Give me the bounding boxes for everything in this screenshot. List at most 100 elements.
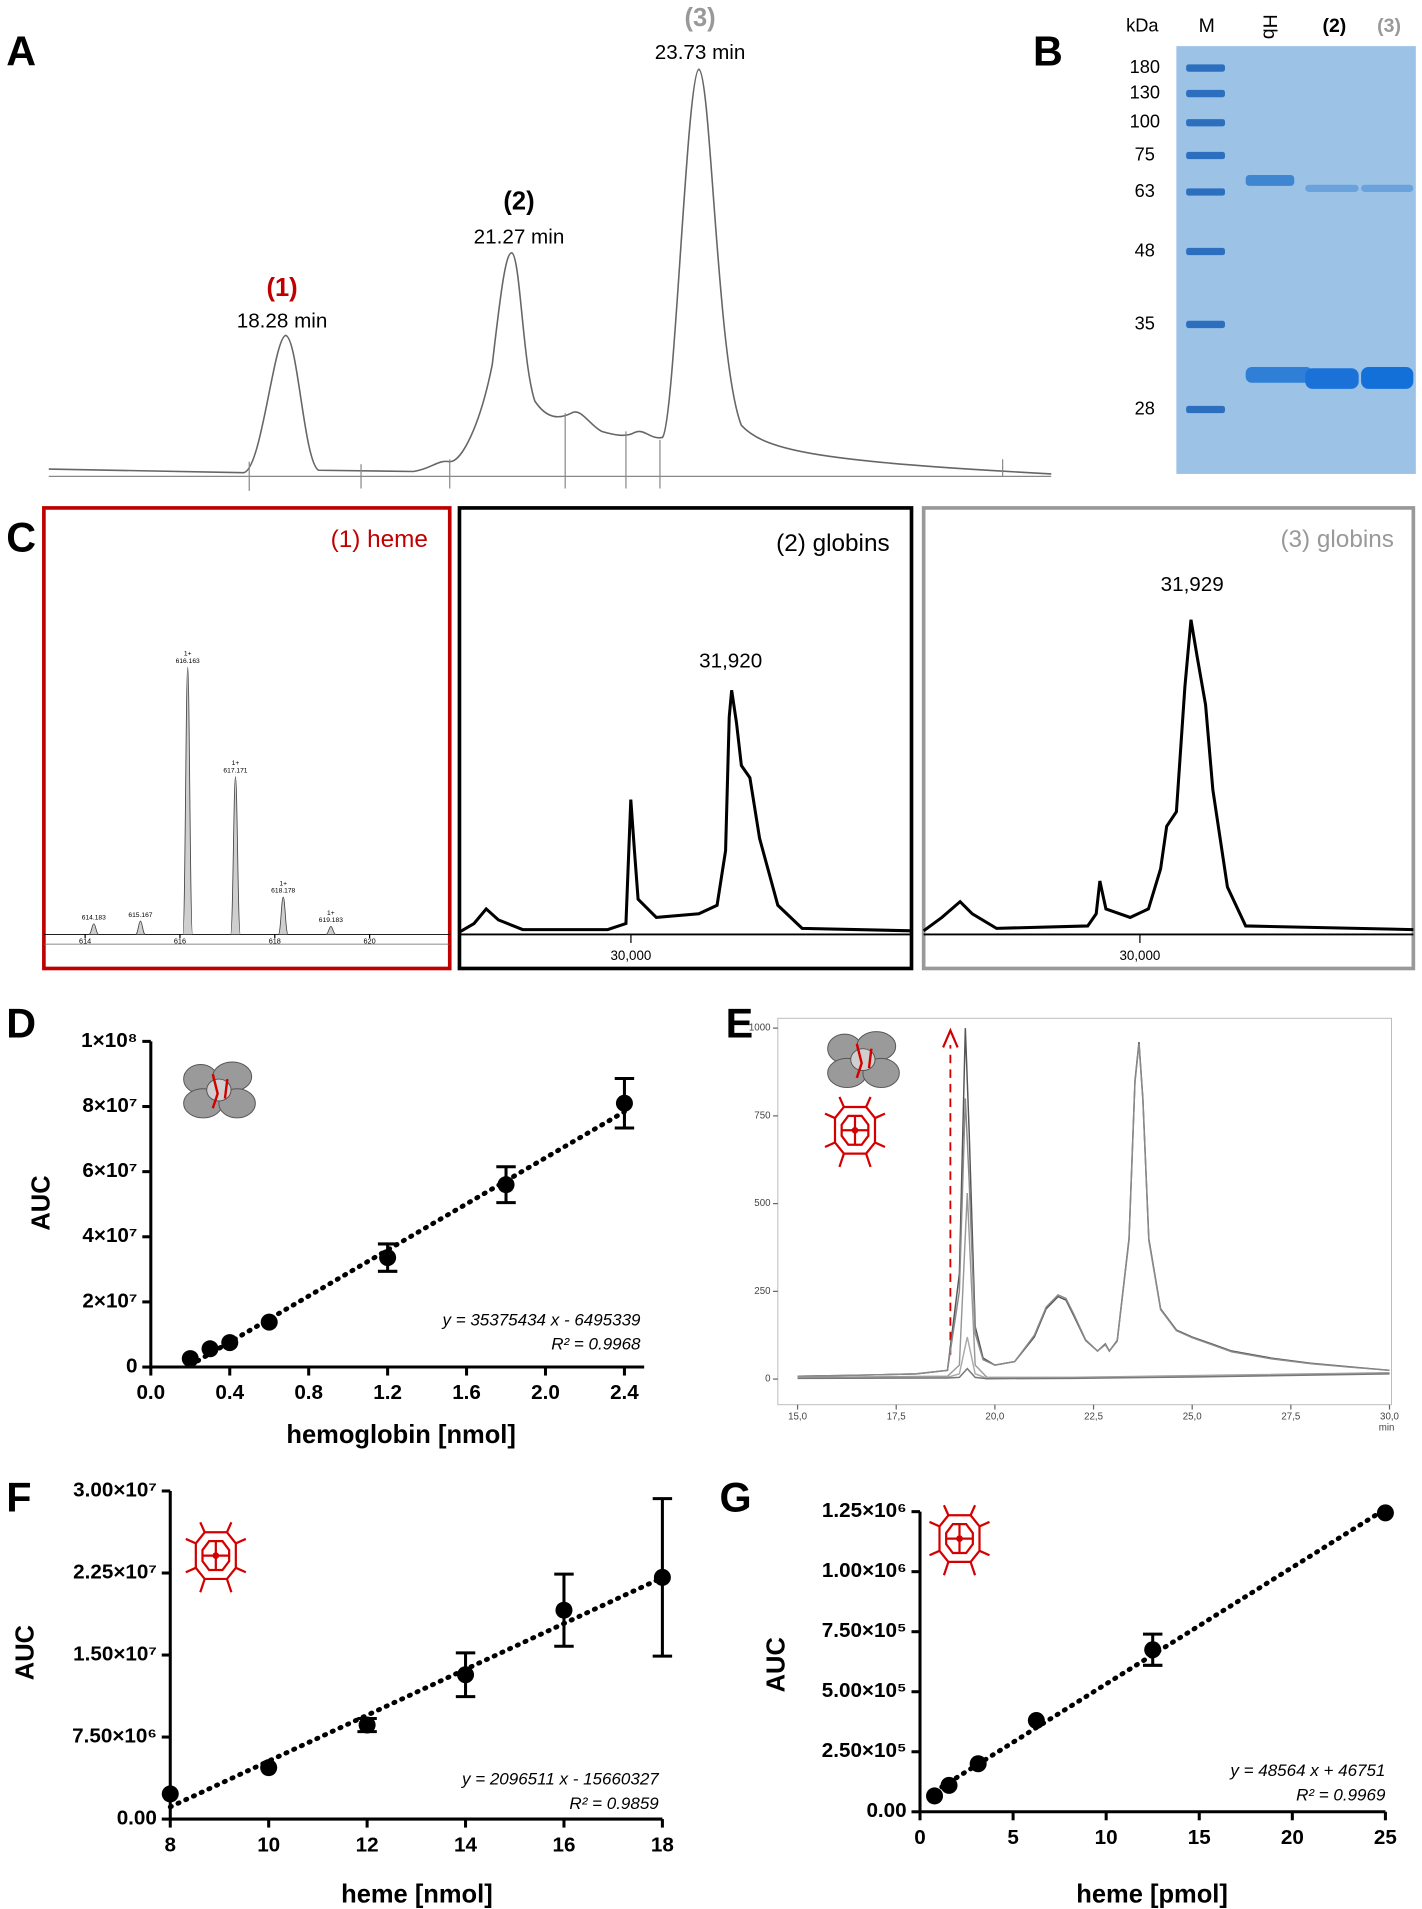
x-tick-label: 0: [914, 1826, 925, 1849]
point: [221, 1334, 239, 1352]
y-tick-label: 6×10⁷: [82, 1159, 137, 1182]
panel-title: (3) globins: [1280, 526, 1393, 553]
x-tick-label: 17,5: [887, 1411, 906, 1422]
x-tick-label: 5: [1007, 1826, 1018, 1849]
point: [653, 1568, 671, 1586]
point: [615, 1094, 633, 1112]
peak-label: 618.178: [271, 888, 295, 895]
x-tick-label: 27,5: [1281, 1411, 1300, 1422]
peak-label: 619.183: [319, 917, 343, 924]
y-tick-label: 2.50×10⁵: [822, 1739, 907, 1762]
x-tick-label: 30,0: [1380, 1411, 1400, 1422]
panel-title: (2) globins: [776, 530, 889, 557]
point: [161, 1785, 179, 1803]
y-tick-label: 250: [754, 1286, 771, 1297]
point: [260, 1313, 278, 1331]
trace: [797, 1367, 1390, 1380]
panel-title: (1) heme: [331, 526, 428, 553]
x-tick-label: 1.6: [452, 1381, 481, 1404]
x-tick-label: 1.2: [373, 1381, 402, 1404]
x-tick-label: 25,0: [1183, 1411, 1203, 1422]
marker-band: [1186, 247, 1226, 256]
trace: [797, 1193, 1390, 1379]
fit-equation: y = 2096511 x - 15660327: [461, 1770, 659, 1789]
heme-icon: [823, 1095, 887, 1169]
y-tick-label: 750: [754, 1110, 771, 1121]
peak: [88, 923, 99, 935]
panel-letter: C: [6, 515, 36, 561]
x-axis-title: min: [1379, 1422, 1395, 1433]
x-tick-label: 614: [79, 937, 91, 946]
peak-label: 617.171: [223, 767, 247, 774]
y-tick-label: 0: [765, 1374, 771, 1385]
y-tick-label: 1.00×10⁶: [822, 1559, 907, 1582]
gel: [1176, 46, 1416, 474]
protein-icon: [826, 1030, 901, 1089]
lane-label: Hb: [1259, 14, 1281, 39]
x-tick-label: 15,0: [788, 1411, 808, 1422]
heme-icon: [928, 1504, 991, 1577]
peak-time: 21.27 min: [474, 226, 565, 249]
x-tick-label: 10: [257, 1833, 280, 1856]
unit-label: kDa: [1126, 16, 1159, 36]
x-tick-label: 0.8: [294, 1381, 323, 1404]
x-tick-label: 20,0: [985, 1411, 1005, 1422]
x-tick-label: 0.0: [136, 1381, 165, 1404]
point: [497, 1176, 515, 1194]
point: [201, 1340, 219, 1358]
x-axis-title: heme [nmol]: [341, 1880, 493, 1908]
marker-label: 28: [1135, 398, 1155, 418]
peak-time: 23.73 min: [655, 41, 746, 64]
peak: [277, 896, 289, 935]
x-tick-label: 616: [174, 937, 186, 946]
point: [358, 1716, 376, 1734]
y-tick-label: 2×10⁷: [82, 1289, 137, 1312]
y-tick-label: 0.00: [866, 1799, 906, 1822]
marker-band: [1186, 188, 1226, 196]
marker-band: [1186, 405, 1226, 414]
marker-label: 130: [1130, 82, 1160, 102]
point: [969, 1755, 987, 1773]
y-tick-label: 7.50×10⁵: [822, 1619, 907, 1642]
x-axis-title: heme [pmol]: [1076, 1880, 1228, 1908]
marker-label: 35: [1135, 313, 1155, 333]
marker-label: 100: [1130, 112, 1160, 132]
x-tick-label: 22,5: [1084, 1411, 1103, 1422]
plot-frame: [777, 1017, 1392, 1406]
fit-r2: R² = 0.9859: [569, 1794, 659, 1813]
fit-equation: y = 48564 x + 46751: [1229, 1761, 1385, 1780]
marker-label: 63: [1135, 181, 1155, 201]
trace: [797, 1336, 1390, 1380]
x-tick-label: 0.4: [215, 1381, 244, 1404]
peak: [135, 920, 146, 935]
panel-letter: B: [1033, 29, 1063, 75]
panel-letter: E: [726, 1001, 754, 1047]
point: [555, 1601, 573, 1619]
x-tick-label: 12: [356, 1833, 379, 1856]
fit-r2: R² = 0.9969: [1296, 1785, 1386, 1804]
marker-band: [1186, 151, 1226, 160]
point: [181, 1350, 199, 1368]
gel-sheen: [1176, 46, 1416, 474]
injection-arrow: [942, 1027, 959, 1355]
x-tick-label: 16: [552, 1833, 575, 1856]
chromatogram-trace: [48, 68, 1052, 475]
y-axis-title: AUC: [27, 1175, 55, 1230]
fit-r2: R² = 0.9968: [551, 1335, 641, 1354]
point: [926, 1787, 944, 1805]
y-tick-label: 500: [754, 1198, 771, 1209]
marker-band: [1186, 320, 1226, 329]
x-tick-label: 618: [269, 937, 281, 946]
x-tick-label: 15: [1188, 1826, 1211, 1849]
x-tick-label: 20: [1281, 1826, 1304, 1849]
fit-line: [167, 1575, 665, 1810]
y-tick-label: 2.25×10⁷: [73, 1560, 157, 1583]
peak-number: (3): [684, 4, 715, 32]
y-tick-label: 1.25×10⁶: [822, 1499, 907, 1522]
panel-letter: A: [6, 29, 36, 75]
y-tick-label: 1000: [749, 1023, 771, 1034]
lane-label: M: [1199, 15, 1215, 37]
charge-label: 1+: [327, 910, 335, 917]
